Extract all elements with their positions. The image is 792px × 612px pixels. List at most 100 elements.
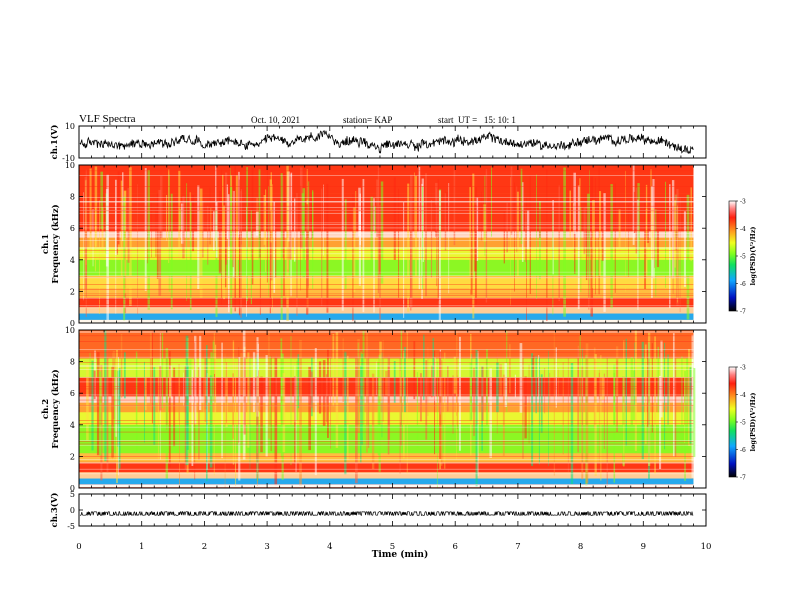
time-streak — [499, 364, 502, 396]
time-streak — [365, 330, 368, 453]
y-tick-label: 10 — [65, 326, 75, 335]
time-streak — [600, 355, 602, 481]
time-streak — [646, 210, 650, 243]
time-streak — [189, 192, 191, 241]
x-tick-label: 0 — [76, 542, 81, 552]
time-streak — [448, 183, 450, 294]
time-streak — [135, 351, 138, 452]
time-streak — [93, 370, 96, 400]
time-streak — [335, 332, 339, 448]
time-streak — [194, 342, 196, 480]
time-streak — [322, 360, 326, 426]
time-streak — [179, 377, 180, 486]
time-streak — [290, 336, 292, 465]
time-axis: 0 1 2 3 4 5 6 7 8 9 10 — [76, 542, 711, 552]
colorbar-tick-label: -5 — [740, 420, 746, 427]
time-streak — [403, 350, 405, 459]
time-streak — [434, 357, 436, 402]
time-streak — [510, 166, 513, 235]
time-streak — [489, 368, 492, 458]
time-streak — [240, 189, 242, 245]
time-streak — [92, 208, 94, 267]
time-streak — [115, 203, 117, 314]
colorbar-tick-label: -6 — [740, 447, 746, 454]
time-streak — [601, 203, 604, 261]
time-streak — [655, 209, 657, 297]
time-streak — [469, 362, 473, 422]
freq-band — [79, 319, 694, 323]
time-streak — [160, 175, 163, 238]
time-streak — [526, 210, 530, 250]
time-streak — [218, 190, 222, 274]
time-streak — [647, 332, 651, 466]
y-tick-label: 5 — [70, 490, 75, 499]
time-streak — [144, 364, 147, 411]
time-streak — [122, 172, 124, 242]
colorbar-tick-label: -3 — [740, 199, 746, 206]
time-streak — [270, 356, 272, 452]
time-streak — [235, 175, 239, 282]
y-tick-label: 0 — [70, 484, 75, 493]
time-streak — [644, 200, 647, 290]
time-streak — [240, 352, 243, 395]
x-tick-label: 3 — [264, 542, 269, 552]
time-streak — [439, 351, 442, 460]
y-tick-label: 10 — [65, 161, 75, 170]
time-streak — [362, 178, 365, 313]
time-streak — [129, 167, 132, 307]
time-streak — [674, 200, 676, 268]
time-streak — [344, 351, 347, 475]
time-streak — [538, 356, 540, 465]
time-streak — [693, 368, 696, 458]
time-streak — [444, 193, 447, 251]
time-streak — [563, 167, 566, 317]
time-streak — [521, 182, 524, 262]
time-streak — [194, 335, 197, 425]
time-streak — [360, 365, 362, 463]
time-streak — [170, 193, 173, 310]
time-streak — [214, 344, 217, 413]
time-streak — [688, 349, 691, 446]
time-streak — [539, 209, 541, 238]
time-streak — [355, 190, 357, 234]
time-streak — [585, 343, 589, 484]
time-streak — [323, 184, 324, 256]
time-streak — [330, 333, 332, 449]
time-streak — [382, 340, 384, 422]
time-streak — [502, 374, 505, 456]
time-streak — [226, 184, 229, 240]
time-streak — [153, 367, 156, 446]
x-tick-label: 1 — [139, 542, 144, 552]
freq-band — [79, 462, 694, 473]
y-tick-label: 0 — [70, 319, 75, 328]
time-streak — [280, 367, 283, 458]
time-streak — [296, 360, 299, 421]
time-streak — [96, 352, 100, 456]
time-streak — [270, 209, 273, 281]
time-streak — [207, 206, 209, 265]
time-streak — [143, 361, 145, 443]
time-streak — [106, 347, 109, 473]
time-streak — [419, 373, 422, 422]
time-streak — [656, 211, 660, 268]
time-streak — [485, 349, 488, 448]
time-streak — [113, 370, 117, 432]
time-streak — [325, 374, 328, 423]
time-streak — [123, 352, 126, 399]
freq-band — [79, 288, 694, 298]
time-streak — [158, 189, 162, 296]
time-streak — [355, 355, 358, 484]
time-streak — [691, 334, 694, 478]
time-streak — [100, 171, 104, 230]
time-streak — [484, 175, 486, 256]
time-streak — [538, 355, 540, 402]
time-streak — [456, 359, 457, 460]
time-streak — [269, 356, 272, 450]
y-axis-label: ch.1Frequency (kHz) — [41, 204, 61, 283]
time-streak — [232, 190, 235, 277]
time-streak — [310, 371, 313, 408]
freq-band — [79, 472, 694, 479]
time-streak — [658, 375, 662, 469]
time-streak — [438, 190, 441, 321]
time-streak — [427, 346, 429, 417]
